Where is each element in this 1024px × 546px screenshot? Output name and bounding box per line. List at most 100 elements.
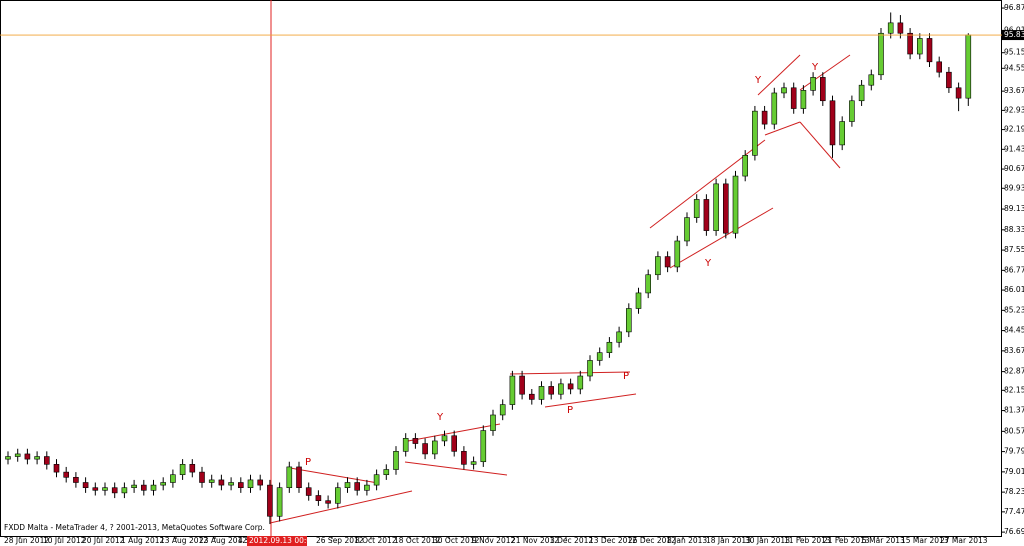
candle-body: [451, 435, 458, 452]
candle-body: [34, 456, 40, 460]
y-tick-label: 82.870: [1004, 367, 1024, 376]
candle-body: [111, 487, 118, 494]
candle-body: [625, 308, 632, 333]
y-tick-label: 81.370: [1004, 406, 1024, 415]
trend-line: [649, 139, 766, 229]
candle-body: [916, 38, 923, 55]
candle-body: [373, 474, 380, 486]
candle-body: [752, 110, 758, 156]
candle-body: [722, 183, 729, 234]
candle-body: [150, 484, 157, 491]
y-tick-label: 90.670: [1004, 164, 1024, 173]
trend-line: [544, 393, 637, 408]
y-tick-label: 76.690: [1004, 527, 1024, 536]
x-tick-label: 27 Mar 2013: [940, 536, 988, 545]
trend-line: [404, 461, 508, 476]
candle-body: [267, 484, 273, 517]
pattern-label: P: [623, 371, 629, 382]
x-tick-label: 26 Dec 2012: [628, 536, 676, 545]
x-tick-label: 26 Sep 2012: [316, 536, 364, 545]
trend-line: [289, 467, 379, 484]
x-tick-label: 10 Jul 2012: [43, 536, 86, 545]
candle-body: [276, 487, 283, 517]
candle-body: [674, 240, 681, 268]
candle-body: [441, 435, 448, 442]
candle-body: [82, 482, 89, 488]
y-tick-label: 82.150: [1004, 385, 1024, 394]
y-tick-label: 89.930: [1004, 183, 1024, 192]
candle-body: [121, 487, 128, 494]
pattern-label: P: [567, 405, 573, 416]
candle-body: [228, 482, 234, 486]
trend-line: [764, 121, 801, 136]
candle-body: [141, 484, 147, 491]
candle-body: [412, 438, 419, 444]
candle-body: [887, 22, 894, 34]
x-tick-label: 21 Nov 2012: [511, 536, 559, 545]
candle-body: [422, 443, 428, 455]
candle-body: [286, 466, 293, 488]
candle-body: [897, 22, 904, 34]
y-tick-label: 96.870: [1004, 3, 1024, 12]
y-tick-label: 79.790: [1004, 447, 1024, 456]
candle-body: [334, 487, 341, 504]
pattern-label: Y: [704, 258, 712, 269]
trend-line: [509, 371, 631, 375]
candle-body: [14, 453, 21, 457]
y-tick-label: 92.930: [1004, 105, 1024, 114]
x-tick-label: 9 Nov 2012: [472, 536, 515, 545]
x-tick-label: 8 Jan 2013: [667, 536, 707, 545]
y-tick-label: 79.010: [1004, 467, 1024, 476]
candle-body: [655, 256, 661, 276]
candle-body: [189, 464, 196, 473]
trend-line: [269, 490, 413, 524]
candle-body: [849, 100, 855, 122]
y-tick-label: 94.550: [1004, 63, 1024, 72]
candle-body: [558, 383, 564, 395]
candle-body: [567, 383, 574, 390]
candle-body: [878, 32, 884, 76]
candle-body: [102, 487, 108, 491]
candle-body: [946, 71, 952, 89]
candle-body: [606, 341, 613, 353]
y-tick-label: 88.330: [1004, 225, 1024, 234]
x-tick-label: 28 Jun 2012: [4, 536, 49, 545]
candle-body: [208, 479, 215, 483]
candle-body: [587, 360, 593, 377]
candle-body: [461, 451, 467, 465]
candle-body: [926, 38, 933, 63]
trend-line: [757, 54, 801, 96]
candle-body: [53, 464, 60, 473]
candle-body: [858, 84, 865, 102]
candle-body: [790, 87, 797, 109]
candle-body: [431, 440, 438, 455]
y-tick-label: 84.450: [1004, 326, 1024, 335]
candle-body: [703, 199, 710, 231]
candle-body: [538, 386, 545, 400]
footer: FXDD Malta - MetaTrader 4, ? 2001-2013, …: [4, 523, 265, 532]
candle-body: [24, 453, 31, 460]
candle-body: [43, 456, 50, 465]
candle-body: [548, 386, 555, 395]
candle-body: [965, 34, 972, 99]
candle-body: [92, 487, 99, 491]
trend-line: [799, 54, 851, 91]
y-tick-label: 80.570: [1004, 426, 1024, 435]
candle-body: [480, 430, 487, 463]
x-tick-label: 30 Oct 2012: [433, 536, 480, 545]
candle-body: [354, 482, 361, 491]
candle-body: [160, 482, 166, 486]
candle-body: [868, 74, 875, 86]
candle-body: [800, 90, 807, 109]
plot-frame: [0, 0, 1002, 537]
pattern-label: Y: [436, 412, 444, 423]
candle-body: [490, 414, 496, 431]
trend-line: [799, 121, 841, 169]
current-price-box: [1002, 30, 1024, 41]
candle-body: [238, 482, 244, 488]
candle-body: [344, 482, 351, 488]
x-tick-label: 15 Mar 2013: [901, 536, 949, 545]
candle-body: [645, 274, 652, 294]
